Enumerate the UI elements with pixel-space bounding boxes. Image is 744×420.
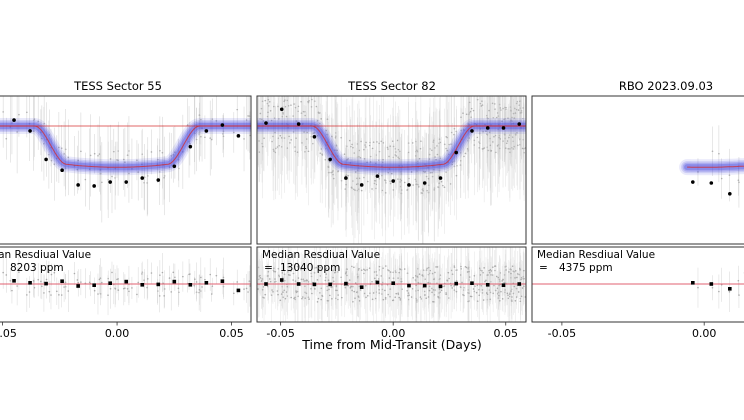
panel-title: RBO 2023.09.03 — [619, 79, 713, 93]
lightcurve-frame — [0, 95, 252, 245]
lightcurve-frame — [531, 95, 744, 245]
x-axis-label: Time from Mid-Transit (Days) — [301, 337, 482, 352]
lightcurve-plot — [0, 96, 251, 223]
svg-text:-0.05: -0.05 — [0, 327, 17, 340]
panel-title: TESS Sector 82 — [347, 79, 436, 93]
lightcurve-plot — [679, 125, 744, 208]
x-axis-ticks: -0.05 0.00 0.05 — [266, 322, 518, 340]
residual-equals: = — [264, 262, 273, 274]
svg-text:0.05: 0.05 — [219, 327, 244, 340]
x-axis-ticks: -0.05 0.00 0.05 — [0, 322, 244, 340]
svg-text:0.00: 0.00 — [105, 327, 130, 340]
residual-frame — [531, 246, 744, 323]
panel-tess-82: TESS Sector 82 Median Resdiual Value = 1… — [256, 79, 527, 352]
lightcurve-frame — [256, 95, 527, 245]
panel-rbo: RBO 2023.09.03 Median Resdiual Value = 4… — [531, 79, 744, 340]
residual-label: Median Resdiual Value — [0, 249, 91, 261]
svg-text:-0.05: -0.05 — [548, 327, 576, 340]
residual-value: 4375 ppm — [559, 262, 613, 274]
residual-frame — [256, 246, 527, 323]
residual-value: 8203 ppm — [10, 262, 64, 274]
residual-frame — [0, 246, 252, 323]
residual-plot — [532, 265, 744, 313]
residual-plot — [257, 247, 526, 322]
svg-text:-0.05: -0.05 — [266, 327, 294, 340]
residual-label: Median Resdiual Value — [537, 249, 655, 261]
residual-plot — [0, 253, 251, 316]
lightcurve-plot — [257, 96, 526, 244]
svg-text:0.05: 0.05 — [493, 327, 518, 340]
svg-text:0.00: 0.00 — [381, 327, 406, 340]
svg-text:0.00: 0.00 — [692, 327, 717, 340]
panel-title: TESS Sector 55 — [73, 79, 162, 93]
x-axis-ticks: -0.05 0.00 — [548, 322, 717, 340]
residual-label: Median Resdiual Value — [262, 249, 380, 261]
panel-tess-55: TESS Sector 55 Median Resdiual Value 820… — [0, 79, 252, 340]
residual-equals: = — [539, 262, 548, 274]
residual-value: 13040 ppm — [280, 262, 340, 274]
